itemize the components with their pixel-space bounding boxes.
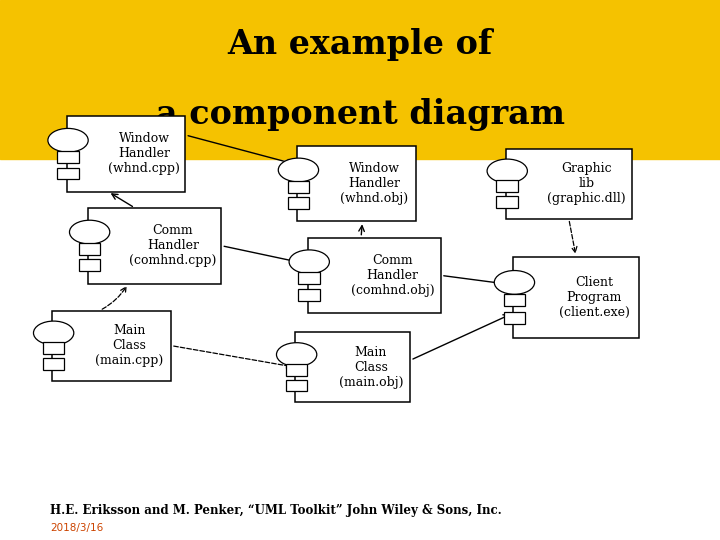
Text: H.E. Eriksson and M. Penker, “UML Toolkit” John Wiley & Sons, Inc.: H.E. Eriksson and M. Penker, “UML Toolki… [50, 504, 502, 517]
Bar [43, 342, 65, 354]
Bar [497, 180, 518, 192]
Text: Client
Program
(client.exe): Client Program (client.exe) [559, 275, 629, 319]
Bar [504, 312, 526, 324]
Bar [513, 256, 639, 338]
Bar [505, 148, 632, 219]
Bar [57, 151, 78, 163]
Bar [79, 259, 101, 271]
Ellipse shape [289, 250, 330, 274]
Text: Main
Class
(main.obj): Main Class (main.obj) [338, 346, 403, 389]
Ellipse shape [276, 343, 317, 367]
Text: a component diagram: a component diagram [156, 98, 564, 131]
Ellipse shape [487, 159, 527, 183]
Text: An example of: An example of [228, 28, 492, 61]
Ellipse shape [278, 158, 319, 182]
Bar [299, 273, 320, 285]
Text: Comm
Handler
(comhnd.cpp): Comm Handler (comhnd.cpp) [129, 224, 217, 267]
Bar [497, 196, 518, 208]
Text: Main
Class
(main.cpp): Main Class (main.cpp) [96, 324, 163, 367]
Text: Window
Handler
(whnd.cpp): Window Handler (whnd.cpp) [108, 132, 180, 176]
Bar [288, 181, 310, 193]
Bar [297, 146, 416, 221]
Bar [299, 289, 320, 301]
Bar [308, 238, 441, 313]
Bar [286, 364, 307, 376]
Text: Comm
Handler
(comhnd.obj): Comm Handler (comhnd.obj) [351, 254, 434, 297]
Ellipse shape [495, 271, 534, 294]
Bar [79, 243, 101, 255]
Ellipse shape [34, 321, 73, 345]
Bar [52, 310, 171, 381]
Bar [43, 358, 65, 370]
Bar [0, 0, 720, 159]
Ellipse shape [69, 220, 109, 244]
Text: Window
Handler
(whnd.obj): Window Handler (whnd.obj) [341, 162, 408, 205]
Bar [57, 167, 78, 179]
Bar [89, 208, 222, 284]
Bar [288, 197, 310, 209]
Bar [504, 294, 526, 306]
Text: Graphic
lib
(graphic.dll): Graphic lib (graphic.dll) [547, 162, 626, 205]
Bar [286, 380, 307, 392]
Bar [66, 116, 186, 192]
Bar [295, 332, 410, 402]
Text: 2018/3/16: 2018/3/16 [50, 523, 104, 533]
Ellipse shape [48, 129, 88, 152]
